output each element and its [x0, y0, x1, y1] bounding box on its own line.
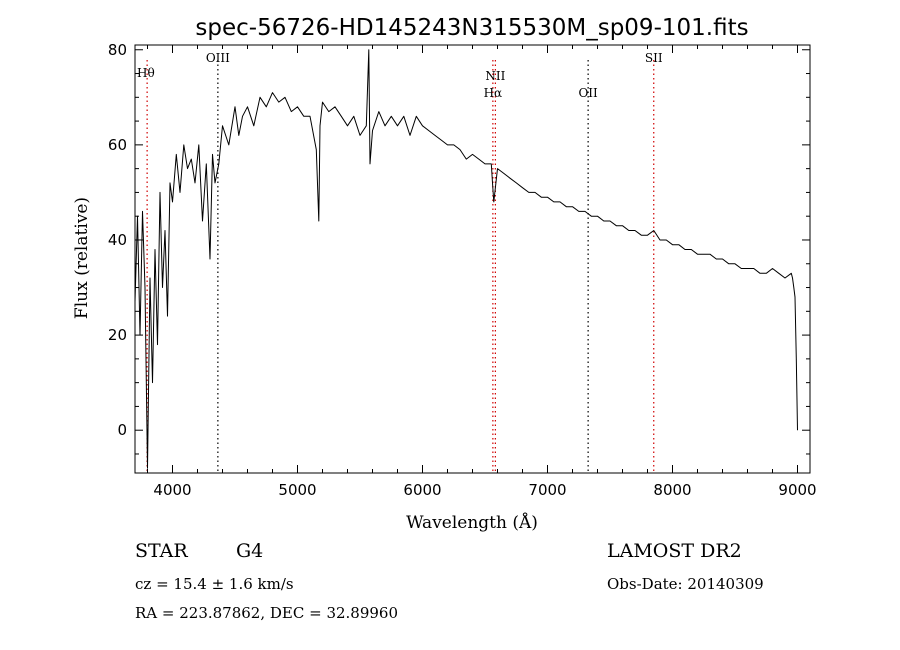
obs-date: Obs-Date: 20140309	[607, 575, 764, 593]
object-class: STAR	[135, 540, 188, 562]
line-label: SII	[645, 51, 663, 65]
x-tick-label: 7000	[528, 481, 566, 499]
chart-title: spec-56726-HD145243N315530M_sp09-101.fit…	[195, 15, 748, 41]
line-label: NII	[485, 69, 505, 83]
x-axis-label: Wavelength (Å)	[406, 512, 538, 533]
spectrum-line	[134, 49, 798, 469]
line-label: OIII	[206, 51, 230, 65]
x-tick-label: 5000	[278, 481, 316, 499]
line-label: Hα	[484, 86, 503, 100]
redshift-text: cz = 15.4 ± 1.6 km/s	[135, 575, 294, 593]
y-tick-label: 0	[117, 421, 127, 439]
y-axis-label: Flux (relative)	[72, 197, 92, 319]
y-tick-label: 60	[108, 136, 127, 154]
y-tick-label: 40	[108, 231, 127, 249]
plot-area: 4000 5000 6000 7000 8000 9000 0 20 40 60 80 Hθ OIII N…	[108, 41, 817, 499]
x-tick-label: 6000	[403, 481, 441, 499]
y-tick-label: 80	[108, 41, 127, 59]
line-label: OII	[578, 86, 598, 100]
plot-frame	[134, 44, 811, 474]
y-tick-label: 20	[108, 326, 127, 344]
x-tick-label: 8000	[653, 481, 691, 499]
x-tick-label: 9000	[778, 481, 816, 499]
coordinates: RA = 223.87862, DEC = 32.89960	[135, 604, 399, 622]
survey-name: LAMOST DR2	[607, 540, 742, 562]
line-label: Hθ	[137, 66, 155, 80]
subclass: G4	[236, 540, 264, 562]
x-tick-label: 4000	[153, 481, 191, 499]
